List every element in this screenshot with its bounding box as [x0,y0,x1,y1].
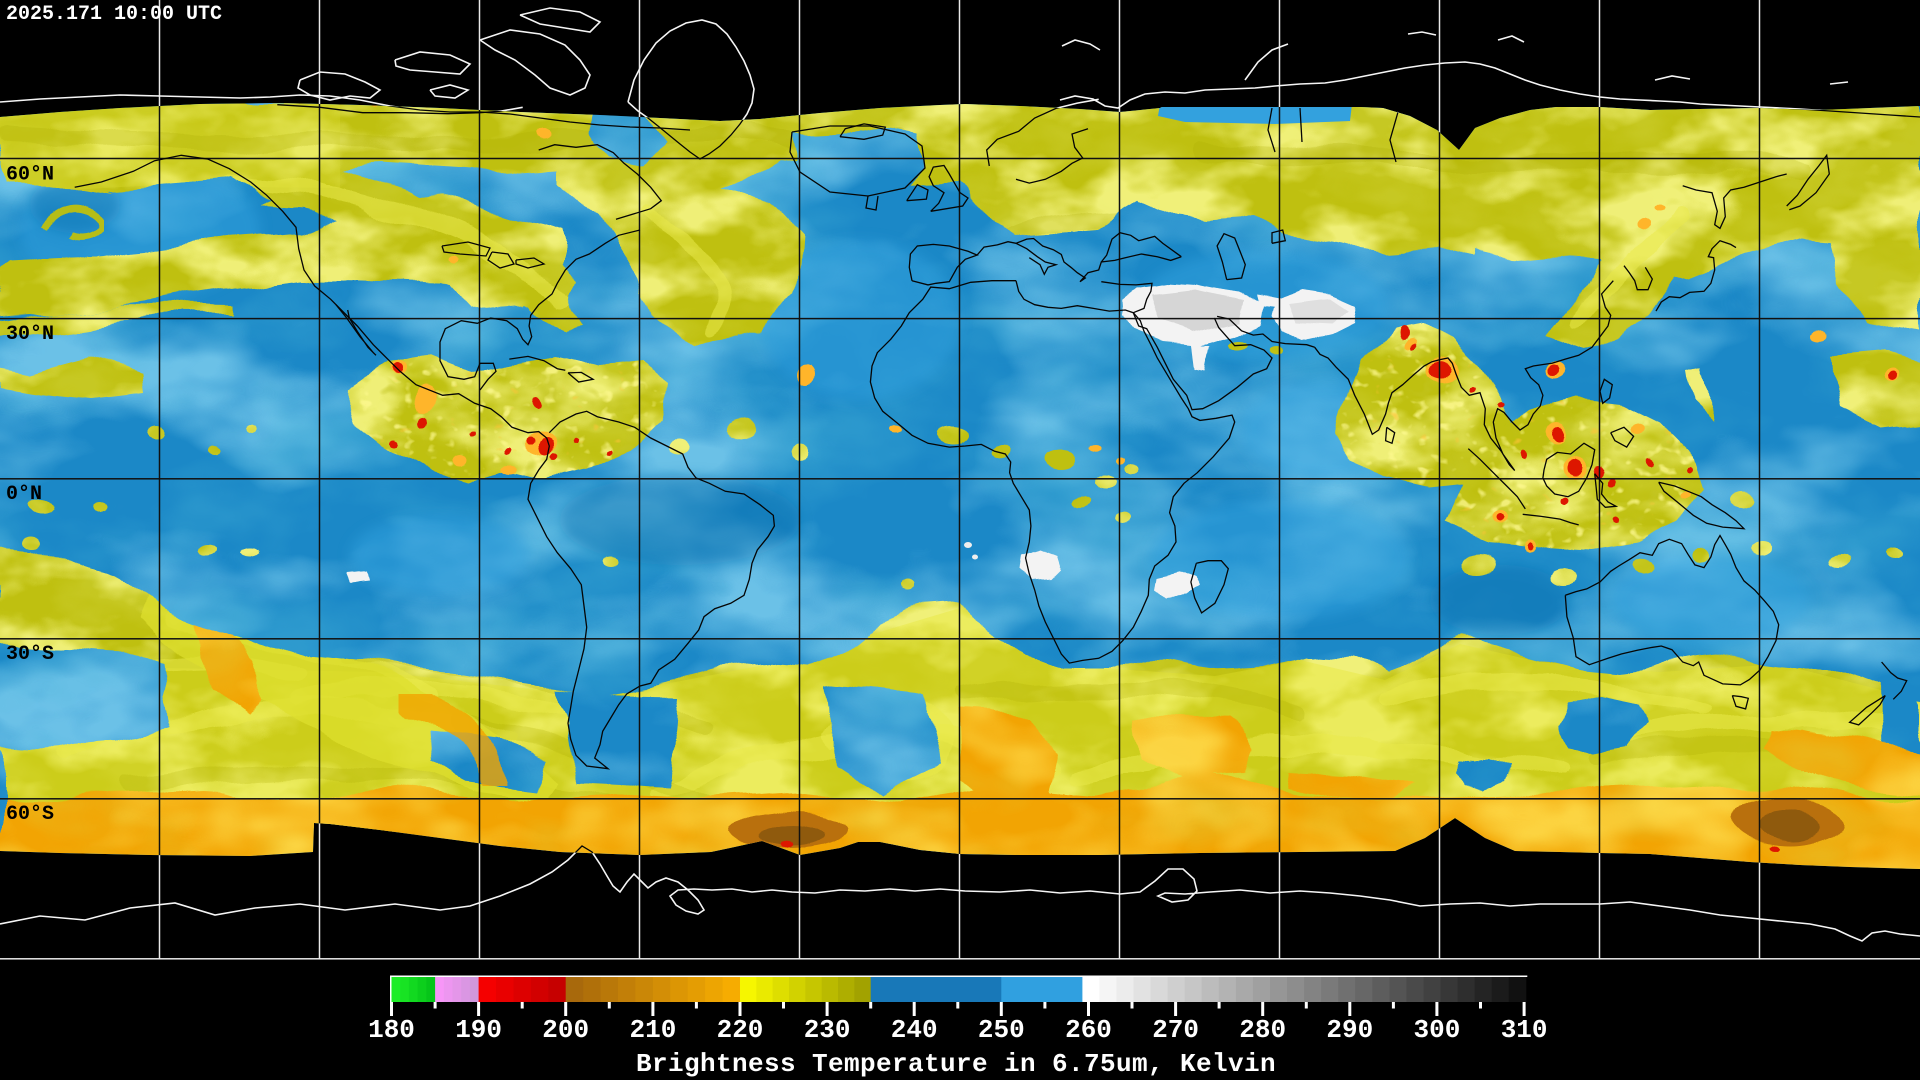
svg-text:250: 250 [978,1015,1025,1045]
svg-text:180: 180 [368,1015,415,1045]
svg-text:190: 190 [455,1015,502,1045]
svg-text:Brightness Temperature in 6.75: Brightness Temperature in 6.75um, Kelvin [636,1049,1276,1079]
svg-text:240: 240 [891,1015,938,1045]
svg-text:220: 220 [717,1015,764,1045]
svg-text:60°S: 60°S [6,803,54,826]
svg-text:260: 260 [1065,1015,1112,1045]
svg-text:2025.171 10:00 UTC: 2025.171 10:00 UTC [6,3,222,26]
svg-text:230: 230 [804,1015,851,1045]
svg-text:290: 290 [1326,1015,1373,1045]
svg-text:280: 280 [1239,1015,1286,1045]
svg-text:310: 310 [1501,1015,1548,1045]
svg-text:270: 270 [1152,1015,1199,1045]
svg-text:30°N: 30°N [6,323,54,346]
svg-text:200: 200 [542,1015,589,1045]
svg-text:60°N: 60°N [6,164,54,187]
svg-text:30°S: 30°S [6,643,54,666]
svg-text:0°N: 0°N [6,483,42,506]
svg-text:300: 300 [1413,1015,1460,1045]
svg-text:210: 210 [629,1015,676,1045]
